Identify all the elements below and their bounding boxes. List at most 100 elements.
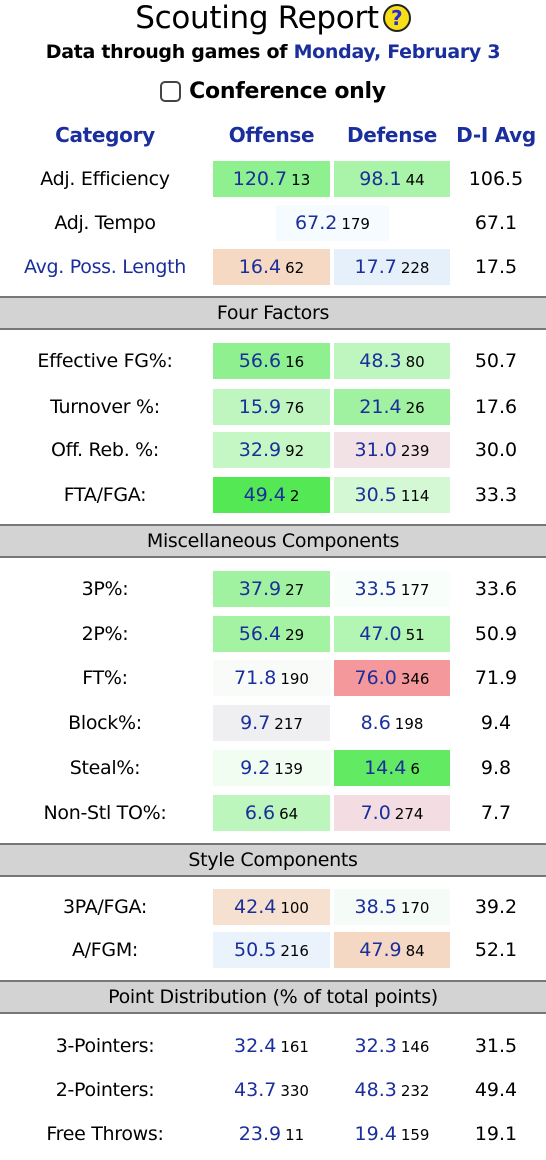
d1-average: 17.5 — [474, 256, 518, 278]
stat-row-3pa-fga: 3PA/FGA: 42.4 100 38.5 170 39.2 — [0, 889, 546, 925]
offense-cell: 43.7 330 — [213, 1072, 330, 1108]
offense-rank: 62 — [285, 259, 305, 277]
stat-row-2p-pct: 2P%: 56.4 29 47.0 51 50.9 — [0, 616, 546, 652]
defense-value-link[interactable]: 48.3 — [359, 350, 402, 372]
offense-rank: 64 — [279, 805, 299, 823]
offense-value-link[interactable]: 56.4 — [238, 623, 282, 645]
column-header-defense[interactable]: Defense — [346, 123, 438, 147]
defense-cell: 48.3 80 — [334, 343, 450, 379]
column-header-category[interactable]: Category — [55, 123, 155, 147]
stat-row-non-stl-to: Non-Stl TO%: 6.6 64 7.0 274 7.7 — [0, 795, 546, 831]
defense-cell: 38.5 170 — [334, 889, 450, 925]
stat-label: 3-Pointers: — [55, 1035, 155, 1057]
defense-cell: 33.5 177 — [334, 571, 450, 607]
defense-cell: 48.3 232 — [334, 1072, 450, 1108]
defense-value-link[interactable]: 33.5 — [354, 578, 397, 600]
offense-cell: 37.9 27 — [213, 571, 330, 607]
defense-value-link[interactable]: 7.0 — [360, 802, 391, 824]
offense-value-link[interactable]: 43.7 — [234, 1079, 277, 1101]
offense-value-link[interactable]: 42.4 — [234, 896, 277, 918]
defense-rank: 51 — [405, 626, 425, 644]
offense-cell: 71.8 190 — [213, 660, 330, 696]
defense-value-link[interactable]: 98.1 — [359, 168, 402, 190]
defense-value-link[interactable]: 21.4 — [359, 396, 402, 418]
offense-rank: 161 — [280, 1038, 309, 1056]
offense-cell: 32.9 92 — [213, 432, 330, 468]
offense-value-link[interactable]: 16.4 — [238, 256, 282, 278]
tempo-cell: 67.2 179 — [276, 205, 389, 241]
defense-value-link[interactable]: 17.7 — [354, 256, 397, 278]
offense-value-link[interactable]: 6.6 — [244, 802, 276, 824]
conference-only-checkbox[interactable] — [160, 81, 182, 102]
defense-value-link[interactable]: 32.3 — [354, 1035, 397, 1057]
defense-rank: 274 — [394, 805, 424, 823]
defense-rank: 228 — [400, 259, 430, 277]
offense-value-link[interactable]: 15.9 — [238, 396, 282, 418]
offense-value-link[interactable]: 120.7 — [232, 168, 288, 190]
offense-value-link[interactable]: 50.5 — [234, 939, 277, 961]
d1-average: 106.5 — [468, 168, 524, 190]
offense-rank: 16 — [285, 353, 305, 371]
defense-cell: 7.0 274 — [334, 795, 450, 831]
offense-rank: 330 — [280, 1082, 309, 1100]
stat-row-adj-efficiency: Adj. Efficiency 120.7 13 98.1 44 106.5 — [0, 161, 546, 197]
d1-average: 50.9 — [474, 623, 518, 645]
offense-value-link[interactable]: 71.8 — [234, 667, 277, 689]
defense-value-link[interactable]: 19.4 — [354, 1123, 397, 1145]
offense-cell: 23.9 11 — [213, 1116, 330, 1152]
d1-average: 52.1 — [474, 939, 518, 961]
stat-row-steal-pct: Steal%: 9.2 139 14.4 6 9.8 — [0, 750, 546, 786]
defense-cell: 98.1 44 — [334, 161, 450, 197]
offense-value-link[interactable]: 37.9 — [238, 578, 282, 600]
stat-label: 3P%: — [81, 578, 129, 600]
defense-value-link[interactable]: 48.3 — [354, 1079, 397, 1101]
offense-cell: 42.4 100 — [213, 889, 330, 925]
title-row: Scouting Report? — [0, 0, 546, 38]
stat-label: Steal%: — [69, 757, 141, 779]
d1-average: 30.0 — [474, 439, 518, 461]
tempo-value-link[interactable]: 67.2 — [295, 212, 338, 234]
defense-value-link[interactable]: 14.4 — [364, 757, 407, 779]
stat-label-link[interactable]: Avg. Poss. Length — [24, 256, 186, 278]
offense-value-link[interactable]: 23.9 — [238, 1123, 282, 1145]
offense-cell: 16.4 62 — [213, 249, 330, 285]
stat-row-2-pointers: 2-Pointers: 43.7 330 48.3 232 49.4 — [0, 1072, 546, 1108]
defense-cell: 47.0 51 — [334, 616, 450, 652]
defense-value-link[interactable]: 76.0 — [354, 667, 397, 689]
offense-value-link[interactable]: 9.7 — [240, 712, 271, 734]
defense-value-link[interactable]: 8.6 — [360, 712, 391, 734]
section-header-style-components: Style Components — [0, 843, 546, 877]
column-header-offense[interactable]: Offense — [228, 123, 315, 147]
defense-cell: 21.4 26 — [334, 389, 450, 425]
defense-value-link[interactable]: 38.5 — [354, 896, 397, 918]
defense-rank: 44 — [405, 171, 425, 189]
defense-value-link[interactable]: 31.0 — [354, 439, 397, 461]
defense-value-link[interactable]: 30.5 — [354, 484, 397, 506]
stat-row-avg-poss-length: Avg. Poss. Length 16.4 62 17.7 228 17.5 — [0, 249, 546, 285]
d1-average: 7.7 — [480, 802, 512, 824]
defense-value-link[interactable]: 47.9 — [359, 939, 402, 961]
offense-cell: 32.4 161 — [213, 1028, 330, 1064]
offense-cell: 120.7 13 — [213, 161, 330, 197]
d1-average: 17.6 — [474, 396, 518, 418]
d1-average: 9.4 — [480, 712, 512, 734]
offense-value-link[interactable]: 32.9 — [238, 439, 282, 461]
help-icon[interactable]: ? — [382, 4, 411, 32]
data-through-date-link[interactable]: Monday, February 3 — [293, 41, 501, 63]
page-title: Scouting Report — [135, 0, 379, 36]
stat-label: Non-Stl TO%: — [43, 802, 167, 824]
offense-value-link[interactable]: 56.6 — [238, 350, 282, 372]
d1-average: 31.5 — [474, 1035, 518, 1057]
offense-rank: 29 — [285, 626, 305, 644]
offense-value-link[interactable]: 9.2 — [240, 757, 271, 779]
conference-only-toggle[interactable]: Conference only — [0, 79, 546, 104]
stat-row-ft-pct: FT%: 71.8 190 76.0 346 71.9 — [0, 660, 546, 696]
d1-average: 9.8 — [480, 757, 512, 779]
offense-value-link[interactable]: 32.4 — [234, 1035, 277, 1057]
offense-value-link[interactable]: 49.4 — [243, 484, 286, 506]
offense-rank: 11 — [285, 1126, 305, 1144]
conference-only-label: Conference only — [189, 79, 386, 104]
stat-row-off-reb: Off. Reb. %: 32.9 92 31.0 239 30.0 — [0, 432, 546, 468]
column-header-d1-avg[interactable]: D-I Avg — [456, 123, 536, 147]
defense-value-link[interactable]: 47.0 — [359, 623, 402, 645]
